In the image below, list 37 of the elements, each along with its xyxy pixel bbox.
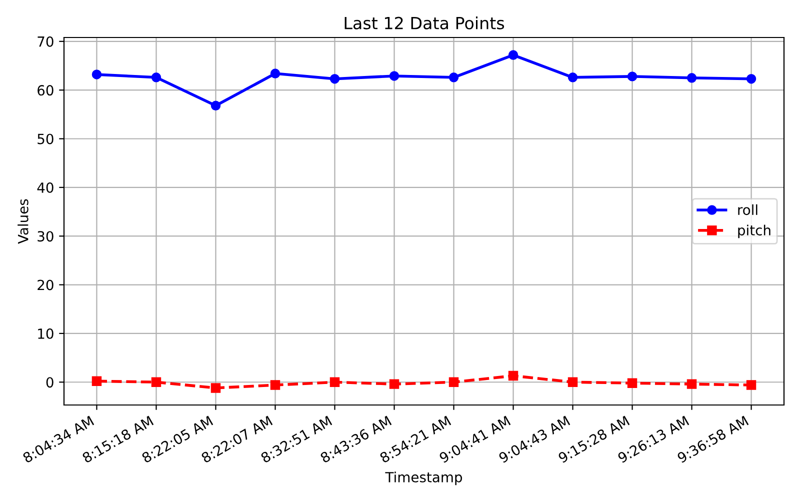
point — [568, 72, 578, 82]
point — [92, 376, 102, 386]
point — [151, 377, 162, 387]
y-tick-label: 20 — [38, 280, 54, 290]
y-tick-label: 30 — [38, 231, 54, 242]
y-tick-label: 70 — [38, 36, 54, 47]
point — [627, 72, 638, 82]
y-tick-label: 10 — [38, 328, 54, 339]
y-tick-label: 60 — [38, 85, 54, 96]
point — [448, 72, 459, 82]
x-axis-title: Timestamp — [385, 472, 462, 486]
legend-label: roll — [738, 204, 758, 216]
y-tick-label: 0 — [46, 377, 54, 388]
point — [330, 377, 340, 387]
point — [508, 50, 518, 60]
point — [686, 379, 697, 389]
point — [746, 380, 756, 390]
point — [92, 70, 102, 80]
y-tick-label: 40 — [37, 182, 54, 193]
point — [627, 378, 638, 388]
y-axis-title: Values — [18, 199, 28, 244]
point — [270, 68, 280, 78]
point — [568, 377, 578, 387]
point — [210, 383, 221, 393]
point — [330, 74, 340, 84]
legend-label: pitch — [738, 224, 770, 238]
point — [508, 370, 518, 381]
point — [686, 73, 697, 83]
y-tick-label: 50 — [38, 134, 54, 144]
point — [389, 379, 400, 389]
point — [448, 377, 459, 387]
point — [389, 71, 400, 81]
point — [746, 74, 756, 84]
chart-title: Last 12 Data Points — [344, 16, 504, 30]
point — [270, 380, 280, 390]
point — [210, 100, 221, 111]
point — [151, 72, 162, 82]
